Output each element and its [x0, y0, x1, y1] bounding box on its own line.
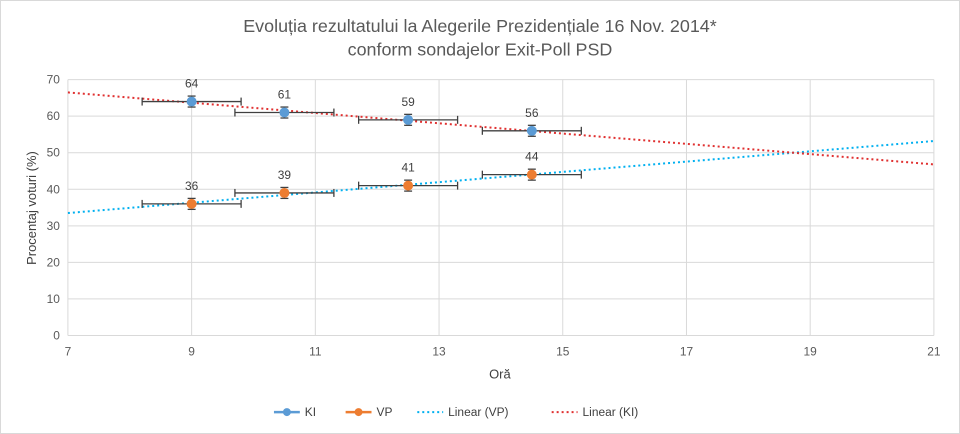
chart-title-line1: Evoluția rezultatului la Alegerile Prezi… — [243, 16, 717, 36]
gridlines — [67, 79, 935, 336]
x-tick-labels: 7 9 11 13 15 17 19 21 — [65, 344, 941, 358]
label-VP-2: 41 — [401, 161, 415, 175]
x-tick-7: 7 — [65, 344, 72, 358]
x-tick-13: 13 — [432, 344, 446, 358]
data-labels: 64 61 59 56 36 39 41 44 — [185, 77, 539, 193]
y-tick-60: 60 — [47, 109, 61, 123]
y-tick-40: 40 — [47, 182, 61, 196]
x-axis-title: Oră — [489, 366, 511, 381]
trendline-0 — [67, 140, 934, 215]
x-tick-9: 9 — [188, 344, 195, 358]
legend-marker-0 — [282, 408, 291, 417]
chart-title-line2: conform sondajelor Exit-Poll PSD — [348, 40, 613, 60]
data-points — [186, 96, 537, 209]
x-tick-11: 11 — [309, 344, 322, 358]
point-VP-3 — [526, 169, 537, 180]
legend-label-0: KI — [305, 405, 316, 419]
x-tick-17: 17 — [680, 344, 694, 358]
label-VP-0: 36 — [185, 179, 199, 193]
label-VP-1: 39 — [278, 168, 292, 182]
legend: KI VP Linear (VP) Linear (KI) — [273, 405, 639, 419]
y-tick-labels: 0 10 20 30 40 50 60 70 — [47, 73, 61, 343]
legend-label-3: Linear (KI) — [583, 405, 639, 419]
y-tick-30: 30 — [47, 219, 61, 233]
point-VP-1 — [279, 187, 290, 198]
y-tick-20: 20 — [47, 255, 61, 269]
x-tick-15: 15 — [556, 344, 570, 358]
label-KI-3: 56 — [525, 106, 539, 120]
point-KI-0 — [186, 96, 197, 107]
legend-marker-1 — [354, 408, 363, 417]
y-tick-50: 50 — [47, 146, 61, 160]
point-VP-0 — [186, 198, 197, 209]
point-VP-2 — [403, 180, 414, 191]
trendlines — [67, 91, 934, 215]
trendline-1 — [67, 91, 934, 166]
x-tick-19: 19 — [804, 344, 818, 358]
point-KI-3 — [526, 125, 537, 136]
y-axis-title: Procentaj voturi (%) — [24, 151, 39, 265]
y-tick-70: 70 — [47, 73, 61, 87]
label-KI-2: 59 — [401, 95, 415, 109]
point-KI-1 — [279, 107, 290, 118]
legend-label-1: VP — [376, 405, 392, 419]
label-KI-1: 61 — [278, 88, 292, 102]
label-KI-0: 64 — [185, 77, 199, 91]
label-VP-3: 44 — [525, 150, 539, 164]
x-tick-21: 21 — [927, 344, 941, 358]
y-tick-10: 10 — [47, 292, 61, 306]
legend-label-2: Linear (VP) — [448, 405, 508, 419]
point-KI-2 — [403, 114, 414, 125]
y-tick-0: 0 — [53, 328, 60, 342]
